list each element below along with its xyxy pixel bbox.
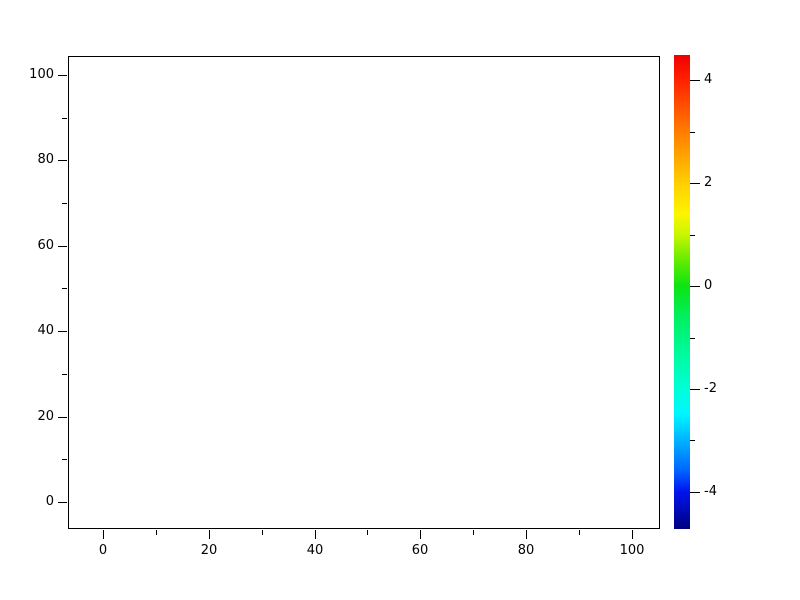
colorbar-tick-label: 0 [704, 278, 713, 293]
x-minor-tick [156, 530, 157, 535]
y-major-tick [58, 246, 67, 247]
y-minor-tick [62, 374, 67, 375]
x-major-tick [315, 530, 316, 539]
colorbar-minor-tick [690, 132, 695, 133]
x-major-tick [420, 530, 421, 539]
y-major-tick [58, 331, 67, 332]
y-minor-tick [62, 288, 67, 289]
colorbar-major-tick [690, 389, 700, 390]
x-tick-label: 40 [306, 543, 324, 558]
colorbar-minor-tick [690, 235, 695, 236]
y-major-tick [58, 502, 67, 503]
y-minor-tick [62, 118, 67, 119]
x-major-tick [632, 530, 633, 539]
y-tick-label: 100 [29, 67, 54, 82]
x-tick-label: 0 [98, 543, 108, 558]
y-tick-label: 0 [45, 494, 54, 509]
x-tick-label: 80 [517, 543, 535, 558]
y-tick-label: 60 [37, 238, 54, 253]
plot-frame [68, 56, 660, 529]
y-major-tick [58, 417, 67, 418]
y-minor-tick [62, 459, 67, 460]
x-tick-label: 100 [619, 543, 645, 558]
colorbar-major-tick [690, 492, 700, 493]
x-major-tick [526, 530, 527, 539]
colorbar-major-tick [690, 183, 700, 184]
x-tick-label: 20 [200, 543, 218, 558]
y-tick-label: 80 [37, 152, 54, 167]
y-minor-tick [62, 203, 67, 204]
x-minor-tick [262, 530, 263, 535]
x-minor-tick [473, 530, 474, 535]
colorbar-tick-label: -2 [704, 381, 717, 396]
x-minor-tick [579, 530, 580, 535]
x-major-tick [209, 530, 210, 539]
y-tick-label: 20 [37, 409, 54, 424]
colorbar-major-tick [690, 80, 700, 81]
y-tick-label: 40 [37, 323, 54, 338]
x-major-tick [103, 530, 104, 539]
x-tick-label: 60 [411, 543, 429, 558]
colorbar-tick-label: -4 [704, 484, 717, 499]
y-major-tick [58, 160, 67, 161]
x-minor-tick [367, 530, 368, 535]
colorbar [674, 55, 690, 529]
y-major-tick [58, 75, 67, 76]
colorbar-minor-tick [690, 338, 695, 339]
colorbar-tick-label: 2 [704, 175, 713, 190]
colorbar-minor-tick [690, 440, 695, 441]
colorbar-tick-label: 4 [704, 72, 713, 87]
colorbar-major-tick [690, 286, 700, 287]
